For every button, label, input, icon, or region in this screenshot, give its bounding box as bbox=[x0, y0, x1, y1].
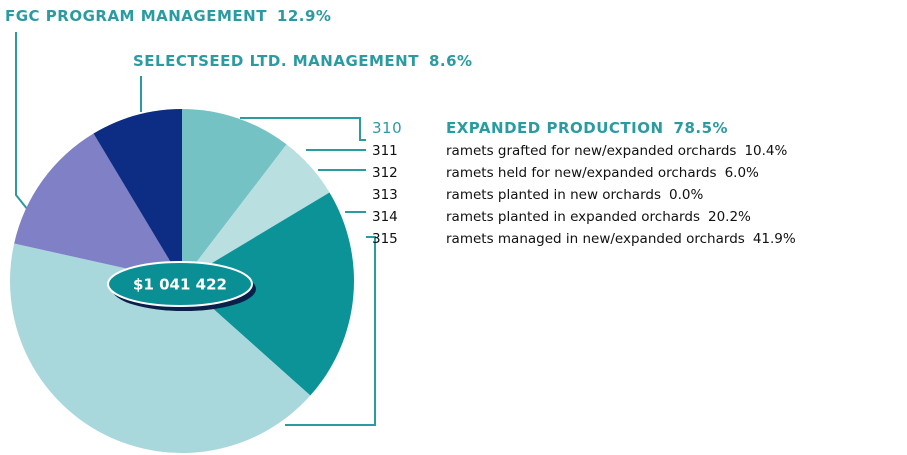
legend-value: 10.4% bbox=[744, 143, 787, 159]
legend-value: 41.9% bbox=[753, 231, 796, 247]
slice bbox=[182, 109, 287, 281]
legend-value: 0.0% bbox=[669, 187, 703, 203]
legend-entry: 315 ramets managed in new/expanded orchar… bbox=[372, 231, 796, 247]
legend-code: 311 bbox=[372, 143, 398, 159]
slice bbox=[182, 192, 354, 396]
slice bbox=[14, 133, 182, 281]
legend-code: 314 bbox=[372, 209, 398, 225]
legend-name: ramets grafted for new/expanded orchards bbox=[446, 143, 736, 159]
slice-name: SELECTSEED LTD. MANAGEMENT bbox=[133, 52, 419, 70]
legend-name: ramets held for new/expanded orchards bbox=[446, 165, 717, 181]
legend-name: ramets planted in new orchards bbox=[446, 187, 661, 203]
slice-label: SELECTSEED LTD. MANAGEMENT 8.6% bbox=[133, 52, 473, 70]
slice-label: FGC PROGRAM MANAGEMENT 12.9% bbox=[5, 7, 331, 25]
center-badge bbox=[107, 261, 253, 307]
leader-line bbox=[15, 32, 29, 211]
legend-name: ramets managed in new/expanded orchards bbox=[446, 231, 745, 247]
legend-entry: 313 ramets planted in new orchards 0.0% bbox=[372, 187, 703, 203]
leader-line bbox=[240, 117, 366, 141]
legend-code: 315 bbox=[372, 231, 398, 247]
legend-value: 20.2% bbox=[708, 209, 751, 225]
legend-code: 313 bbox=[372, 187, 398, 203]
group-code: 310 bbox=[372, 119, 402, 137]
legend-entry: 314 ramets planted in expanded orchards 20… bbox=[372, 209, 751, 225]
pie bbox=[9, 109, 354, 454]
legend-name: ramets planted in expanded orchards bbox=[446, 209, 700, 225]
group-label: 310 EXPANDED PRODUCTION 78.5% bbox=[372, 119, 728, 137]
group-name: EXPANDED PRODUCTION bbox=[446, 119, 664, 137]
slice-value: 12.9% bbox=[277, 7, 332, 25]
slice bbox=[9, 243, 311, 454]
slice bbox=[182, 144, 330, 281]
center-label: $1 041 422 bbox=[133, 276, 227, 294]
leader-line bbox=[285, 236, 376, 426]
slice-name: FGC PROGRAM MANAGEMENT bbox=[5, 7, 267, 25]
legend-entry: 311 ramets grafted for new/expanded orcha… bbox=[372, 143, 788, 159]
labels: 311 ramets grafted for new/expanded orcha… bbox=[5, 7, 796, 248]
slice-value: 8.6% bbox=[429, 52, 473, 70]
legend-entry: 312 ramets held for new/expanded orchards… bbox=[372, 165, 759, 181]
group-value: 78.5% bbox=[674, 119, 729, 137]
slice bbox=[93, 109, 182, 281]
legend-value: 6.0% bbox=[725, 165, 759, 181]
legend-code: 312 bbox=[372, 165, 398, 181]
